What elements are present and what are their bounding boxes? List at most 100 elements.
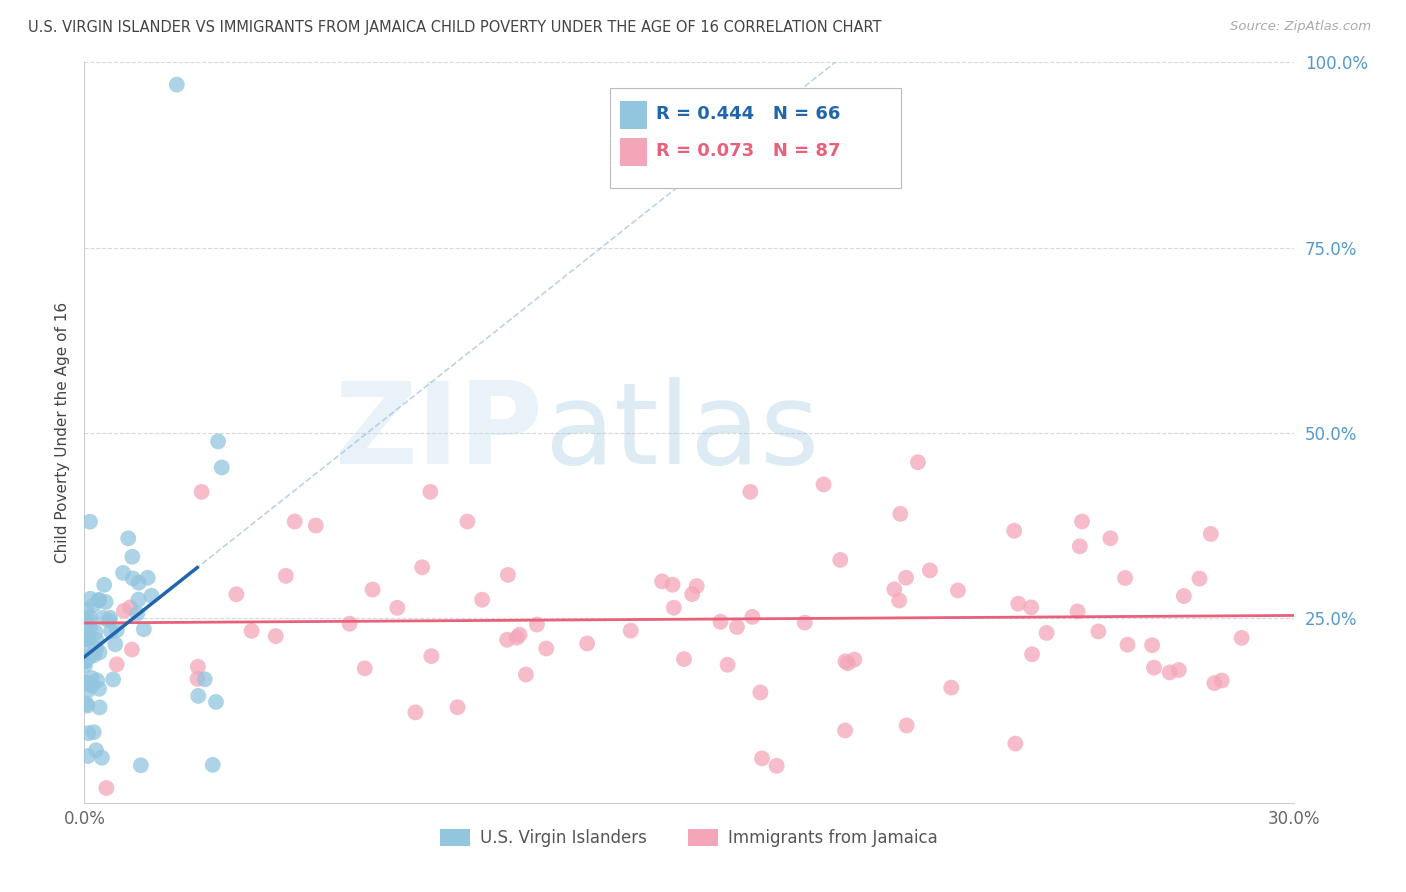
Immigrants from Jamaica	[471, 592, 494, 607]
Immigrants from Jamaica	[190, 484, 212, 499]
U.S. Virgin Islanders	[75, 646, 97, 660]
Immigrants from Jamaica	[361, 582, 384, 597]
U.S. Virgin Islanders	[98, 614, 121, 628]
Immigrants from Jamaica	[411, 560, 433, 574]
Immigrants from Jamaica	[844, 652, 866, 666]
Immigrants from Jamaica	[339, 616, 361, 631]
Immigrants from Jamaica	[793, 615, 815, 630]
U.S. Virgin Islanders	[76, 610, 98, 624]
Immigrants from Jamaica	[941, 681, 963, 695]
Immigrants from Jamaica	[765, 758, 787, 772]
Immigrants from Jamaica	[515, 667, 537, 681]
FancyBboxPatch shape	[620, 101, 647, 129]
Immigrants from Jamaica	[620, 624, 643, 638]
Immigrants from Jamaica	[883, 582, 905, 597]
U.S. Virgin Islanders	[79, 610, 101, 624]
Immigrants from Jamaica	[672, 652, 695, 666]
U.S. Virgin Islanders	[94, 595, 117, 609]
U.S. Virgin Islanders	[187, 689, 209, 703]
Immigrants from Jamaica	[1004, 737, 1026, 751]
Immigrants from Jamaica	[749, 685, 772, 699]
Immigrants from Jamaica	[830, 553, 852, 567]
Immigrants from Jamaica	[1230, 631, 1253, 645]
U.S. Virgin Islanders	[166, 78, 188, 92]
U.S. Virgin Islanders	[112, 566, 135, 580]
Immigrants from Jamaica	[1066, 604, 1088, 618]
Immigrants from Jamaica	[121, 642, 143, 657]
U.S. Virgin Islanders	[75, 602, 97, 616]
Immigrants from Jamaica	[651, 574, 673, 589]
Text: R = 0.073   N = 87: R = 0.073 N = 87	[657, 143, 841, 161]
Immigrants from Jamaica	[186, 672, 208, 686]
U.S. Virgin Islanders	[75, 697, 97, 711]
Immigrants from Jamaica	[834, 723, 856, 738]
U.S. Virgin Islanders	[86, 632, 108, 647]
U.S. Virgin Islanders	[83, 648, 105, 662]
Immigrants from Jamaica	[120, 600, 142, 615]
Text: Source: ZipAtlas.com: Source: ZipAtlas.com	[1230, 20, 1371, 33]
Immigrants from Jamaica	[716, 657, 738, 672]
U.S. Virgin Islanders	[84, 743, 107, 757]
U.S. Virgin Islanders	[101, 673, 124, 687]
Immigrants from Jamaica	[834, 654, 856, 668]
U.S. Virgin Islanders	[87, 593, 110, 607]
U.S. Virgin Islanders	[76, 698, 98, 713]
U.S. Virgin Islanders	[76, 615, 98, 630]
U.S. Virgin Islanders	[98, 611, 121, 625]
U.S. Virgin Islanders	[128, 575, 150, 590]
Immigrants from Jamaica	[496, 568, 519, 582]
U.S. Virgin Islanders	[77, 749, 100, 764]
FancyBboxPatch shape	[620, 138, 647, 166]
U.S. Virgin Islanders	[93, 578, 115, 592]
U.S. Virgin Islanders	[211, 460, 233, 475]
Immigrants from Jamaica	[274, 569, 297, 583]
U.S. Virgin Islanders	[127, 607, 149, 621]
U.S. Virgin Islanders	[201, 758, 224, 772]
U.S. Virgin Islanders	[141, 589, 163, 603]
Immigrants from Jamaica	[1071, 515, 1094, 529]
Immigrants from Jamaica	[240, 624, 263, 638]
Immigrants from Jamaica	[264, 629, 287, 643]
U.S. Virgin Islanders	[79, 677, 101, 691]
Immigrants from Jamaica	[1035, 626, 1057, 640]
U.S. Virgin Islanders	[79, 621, 101, 635]
Immigrants from Jamaica	[741, 610, 763, 624]
U.S. Virgin Islanders	[84, 625, 107, 640]
Immigrants from Jamaica	[1167, 663, 1189, 677]
U.S. Virgin Islanders	[132, 622, 155, 636]
U.S. Virgin Islanders	[80, 671, 103, 685]
Immigrants from Jamaica	[1140, 638, 1163, 652]
U.S. Virgin Islanders	[129, 758, 152, 772]
Immigrants from Jamaica	[576, 636, 599, 650]
U.S. Virgin Islanders	[75, 675, 97, 690]
U.S. Virgin Islanders	[86, 673, 108, 688]
U.S. Virgin Islanders	[87, 593, 110, 607]
U.S. Virgin Islanders	[83, 725, 105, 739]
U.S. Virgin Islanders	[84, 641, 107, 656]
U.S. Virgin Islanders	[100, 624, 122, 639]
U.S. Virgin Islanders	[89, 681, 111, 696]
Immigrants from Jamaica	[96, 780, 118, 795]
Immigrants from Jamaica	[894, 571, 917, 585]
Immigrants from Jamaica	[225, 587, 247, 601]
U.S. Virgin Islanders	[136, 571, 159, 585]
U.S. Virgin Islanders	[73, 658, 96, 673]
U.S. Virgin Islanders	[127, 592, 149, 607]
U.S. Virgin Islanders	[73, 654, 96, 668]
U.S. Virgin Islanders	[75, 654, 97, 668]
Immigrants from Jamaica	[506, 631, 529, 645]
Immigrants from Jamaica	[1007, 597, 1029, 611]
Immigrants from Jamaica	[686, 579, 709, 593]
Immigrants from Jamaica	[709, 615, 731, 629]
Immigrants from Jamaica	[1002, 524, 1025, 538]
Immigrants from Jamaica	[661, 578, 683, 592]
Immigrants from Jamaica	[907, 455, 929, 469]
Text: U.S. VIRGIN ISLANDER VS IMMIGRANTS FROM JAMAICA CHILD POVERTY UNDER THE AGE OF 1: U.S. VIRGIN ISLANDER VS IMMIGRANTS FROM …	[28, 20, 882, 35]
Immigrants from Jamaica	[681, 587, 703, 601]
Y-axis label: Child Poverty Under the Age of 16: Child Poverty Under the Age of 16	[55, 302, 70, 563]
U.S. Virgin Islanders	[205, 695, 228, 709]
Immigrants from Jamaica	[1143, 660, 1166, 674]
Legend: U.S. Virgin Islanders, Immigrants from Jamaica: U.S. Virgin Islanders, Immigrants from J…	[433, 822, 945, 854]
U.S. Virgin Islanders	[80, 678, 103, 692]
Immigrants from Jamaica	[509, 628, 531, 642]
